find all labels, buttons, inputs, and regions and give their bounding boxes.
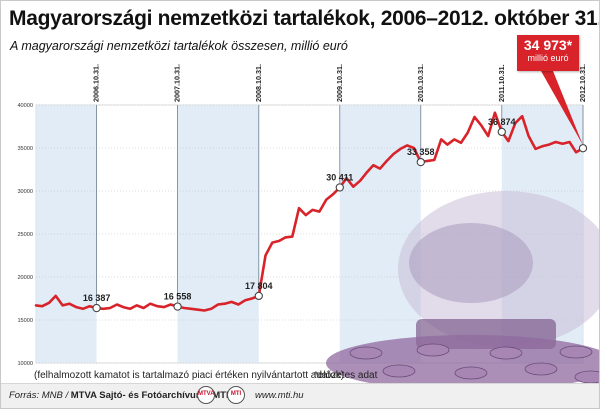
year-marker-label: 2011.10.31.: [497, 64, 506, 102]
y-tick-label: 15000: [17, 318, 33, 324]
y-tick-label: 30000: [17, 189, 33, 195]
marker-value-label: 30 411: [326, 172, 353, 182]
y-tick-label: 40000: [17, 103, 33, 109]
marker-point: [416, 157, 425, 167]
methodology-note: (felhalmozott kamatot is tartalmazó piac…: [34, 370, 345, 381]
mti-logo: MTI: [227, 386, 245, 404]
marker-point: [497, 127, 506, 137]
coin-illustration: [416, 343, 450, 357]
callout-pointer: [541, 71, 583, 146]
source-name: MTVA Sajtó- és Fotóarchívum / MTI: [70, 390, 229, 401]
coin-illustration: [559, 345, 593, 359]
marker-point: [92, 303, 101, 313]
mtva-logo: MTVA: [197, 386, 215, 404]
year-marker-label: 2010.10.31.: [416, 64, 425, 102]
marker-value-label: 16 387: [83, 293, 111, 303]
marker-value-label: 17 804: [245, 281, 273, 291]
footer-bar: [1, 383, 599, 408]
jar-coins-illustration: [409, 223, 533, 303]
marker-point: [173, 302, 182, 311]
year-band: [339, 105, 421, 363]
series-line-reserves: [34, 111, 585, 312]
marker-point: [254, 291, 263, 301]
coin-illustration: [489, 346, 523, 360]
y-tick-label: 20000: [17, 275, 33, 281]
coin-illustration: [574, 370, 599, 384]
source-label: Forrás: MNB /: [9, 390, 71, 401]
marker-point: [578, 144, 588, 153]
marker-point: [335, 183, 344, 192]
latest-value-callout: 34 973* millió euró: [517, 35, 579, 71]
coin-illustration: [349, 346, 383, 360]
callout-value: 34 973*: [523, 37, 573, 53]
marker-value-label: 33 358: [407, 147, 435, 157]
coin-illustration: [454, 366, 488, 380]
coin-illustration: [524, 362, 558, 376]
year-marker-label: 2006.10.31.: [92, 64, 101, 102]
y-tick-label: 25000: [17, 232, 33, 238]
coin-illustration: [382, 364, 416, 378]
year-marker-label: 2007.10.31.: [173, 64, 182, 102]
year-marker-label: 2009.10.31.: [335, 64, 344, 102]
callout-unit: millió euró: [527, 53, 569, 63]
site-url: www.mti.hu: [255, 390, 304, 401]
y-tick-label: 10000: [17, 361, 33, 367]
marker-value-label: 36 874: [488, 117, 516, 127]
year-marker-label: 2012.10.31.: [578, 64, 587, 102]
y-tick-label: 35000: [17, 146, 33, 152]
chart-subtitle: A magyarországi nemzetközi tartalékok ös…: [10, 39, 348, 53]
source-credit: Forrás: MNB / MTVA Sajtó- és Fotóarchívu…: [9, 390, 229, 401]
preliminary-note: *előzetes adat: [314, 370, 378, 381]
chart-title: Magyarországi nemzetközi tartalékok, 200…: [9, 7, 600, 30]
year-marker-label: 2008.10.31.: [254, 64, 263, 102]
marker-value-label: 16 558: [164, 292, 192, 302]
year-band: [177, 105, 259, 363]
